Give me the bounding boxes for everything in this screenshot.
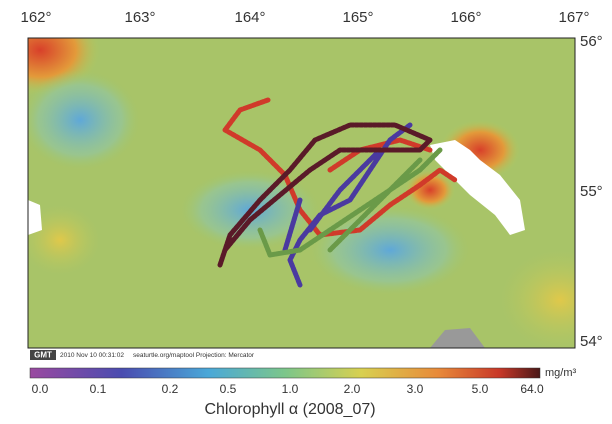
stamp: 2010 Nov 10 00:31:02 seaturtle.org/mapto… xyxy=(60,352,255,359)
lat-labels: 56° 55° 54° xyxy=(580,33,603,350)
map-figure: 162° 163° 164° 165° 166° 167° 56° 55° 54… xyxy=(0,0,612,424)
colorbar-tick-label: 0.1 xyxy=(90,382,107,396)
lat-label: 55° xyxy=(580,183,603,200)
colorbar-tick-label: 0.5 xyxy=(220,382,237,396)
lon-labels: 162° 163° 164° 165° 166° 167° xyxy=(20,9,589,26)
colorbar-tick-label: 5.0 xyxy=(472,382,489,396)
lat-label: 56° xyxy=(580,33,603,50)
colorbar-unit: mg/m³ xyxy=(545,367,577,379)
lon-label: 163° xyxy=(124,9,155,26)
colorbar-ticks: 0.0 0.1 0.2 0.5 1.0 2.0 3.0 5.0 64.0 xyxy=(32,382,544,396)
low-chl xyxy=(20,70,140,170)
low-chl xyxy=(310,205,470,295)
caption: Chlorophyll α (2008_07) xyxy=(204,401,375,418)
colorbar-tick-label: 3.0 xyxy=(407,382,424,396)
lon-label: 164° xyxy=(234,9,265,26)
colorbar-tick-label: 0.0 xyxy=(32,382,49,396)
land xyxy=(28,200,42,235)
colorbar-tick-label: 64.0 xyxy=(520,382,544,396)
gmt-logo: GMT xyxy=(34,351,52,360)
lon-label: 162° xyxy=(20,9,51,26)
map-area xyxy=(0,5,612,350)
lon-label: 167° xyxy=(558,9,589,26)
colorbar-tick-label: 1.0 xyxy=(282,382,299,396)
lat-label: 54° xyxy=(580,333,603,350)
colorbar-tick-label: 0.2 xyxy=(162,382,179,396)
lon-label: 166° xyxy=(450,9,481,26)
colorbar-tick-label: 2.0 xyxy=(344,382,361,396)
colorbar xyxy=(30,368,540,378)
lon-label: 165° xyxy=(342,9,373,26)
